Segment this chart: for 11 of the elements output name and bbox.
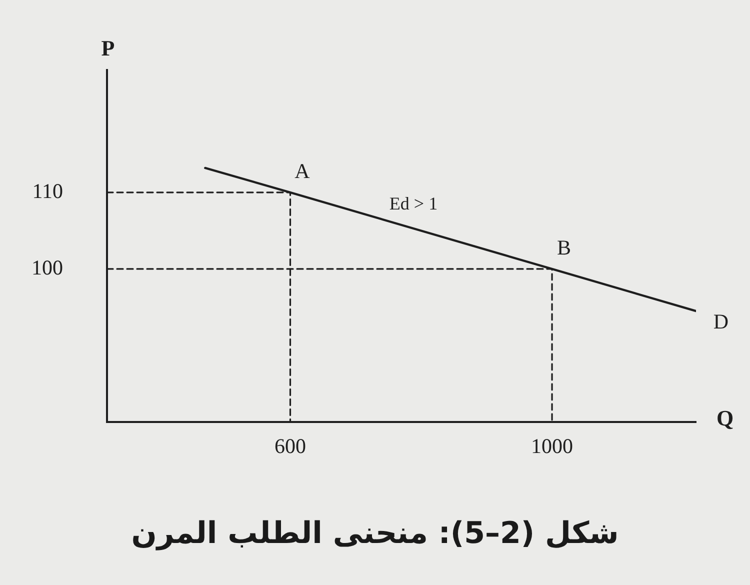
annotation: D [713, 310, 729, 334]
x-tick-label: 600 [274, 434, 306, 458]
x-axis-title: Q [716, 406, 734, 431]
annotation: A [294, 158, 311, 183]
x-tick-label: 1000 [531, 434, 574, 458]
annotation: B [557, 235, 572, 260]
y-tick-label: 100 [32, 255, 63, 280]
y-tick-label: 110 [32, 178, 63, 203]
y-axis-title: P [101, 36, 115, 61]
text: شكل (2–5): منحنى الطلب المرن [130, 515, 620, 553]
annotation: Ed > 1 [389, 193, 438, 214]
